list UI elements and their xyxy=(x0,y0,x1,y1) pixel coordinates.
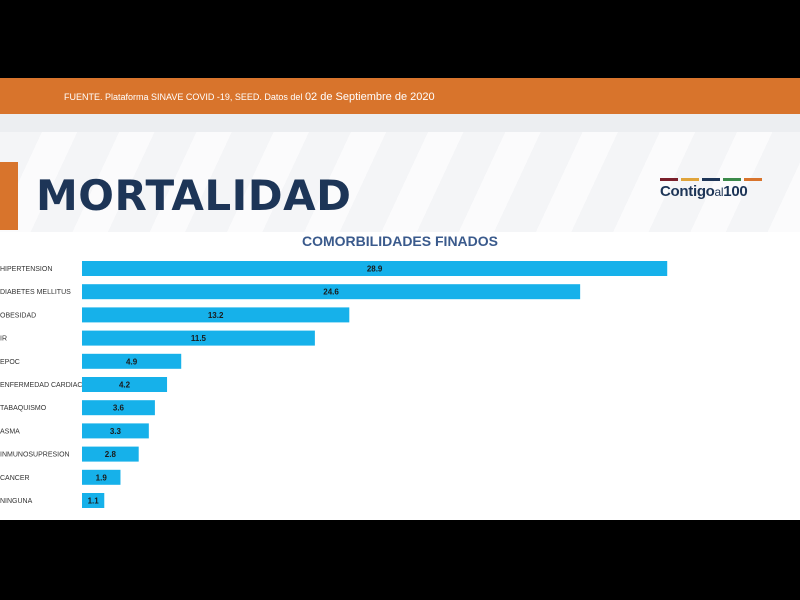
bar xyxy=(82,469,121,485)
category-label: ENFERMEDAD CARDIACA xyxy=(0,382,87,389)
source-note: FUENTE. Plataforma SINAVE COVID -19, SEE… xyxy=(64,91,435,103)
bar xyxy=(82,261,668,276)
chart-title: COMORBILIDADES FINADOS xyxy=(302,233,498,249)
bar xyxy=(82,446,139,462)
contigo-logo: Contigoal100 xyxy=(660,178,762,204)
bar xyxy=(82,423,149,439)
data-label: 1.9 xyxy=(96,473,108,482)
logo-brand: Contigo xyxy=(660,183,715,200)
page-title: MORTALIDAD xyxy=(36,171,352,220)
header-band xyxy=(0,114,800,232)
bar xyxy=(82,284,581,300)
data-label: 13.2 xyxy=(208,311,224,320)
logo-text: Contigoal100 xyxy=(660,183,762,200)
bar xyxy=(82,353,182,369)
category-label: CANCER xyxy=(0,475,30,482)
data-label: 24.6 xyxy=(323,288,339,297)
category-label: TABAQUISMO xyxy=(0,405,47,412)
accent-block xyxy=(0,162,18,230)
category-label: INMUNOSUPRESION xyxy=(0,452,70,459)
source-bar: FUENTE. Plataforma SINAVE COVID -19, SEE… xyxy=(0,78,800,114)
logo-stripe xyxy=(702,178,720,181)
category-label: NINGUNA xyxy=(0,498,33,505)
category-label: DIABETES MELLITUS xyxy=(0,289,71,296)
data-label: 4.2 xyxy=(119,381,131,390)
slide: FUENTE. Plataforma SINAVE COVID -19, SEE… xyxy=(0,78,800,520)
source-text: FUENTE. Plataforma SINAVE COVID -19, SEE… xyxy=(64,92,303,102)
bar xyxy=(82,377,168,392)
bar xyxy=(82,400,155,416)
logo-stripes xyxy=(660,178,762,181)
comorbidities-bar-chart: HIPERTENSION 28.9 DIABETES MELLITUS 24.6 OBE… xyxy=(0,261,668,508)
bar xyxy=(82,493,105,508)
data-label: 2.8 xyxy=(105,450,117,459)
data-label: 28.9 xyxy=(367,265,383,274)
logo-number: 100 xyxy=(723,183,748,200)
data-label: 3.3 xyxy=(110,427,122,436)
category-label: EPOC xyxy=(0,359,20,366)
logo-stripe xyxy=(723,178,741,181)
category-label: OBESIDAD xyxy=(0,312,36,319)
category-label: HIPERTENSION xyxy=(0,266,52,273)
category-label: ASMA xyxy=(0,428,20,435)
logo-stripe xyxy=(681,178,699,181)
source-date: 02 de Septiembre de 2020 xyxy=(304,91,435,103)
logo-stripe xyxy=(660,178,678,181)
data-label: 1.1 xyxy=(88,497,100,506)
category-label: IR xyxy=(0,336,7,343)
logo-brand-small: al xyxy=(714,185,724,199)
data-label: 3.6 xyxy=(113,404,125,413)
bar xyxy=(82,307,350,323)
logo-stripe xyxy=(744,178,762,181)
bar xyxy=(82,330,315,346)
data-label: 4.9 xyxy=(126,357,138,366)
data-label: 11.5 xyxy=(191,334,207,343)
